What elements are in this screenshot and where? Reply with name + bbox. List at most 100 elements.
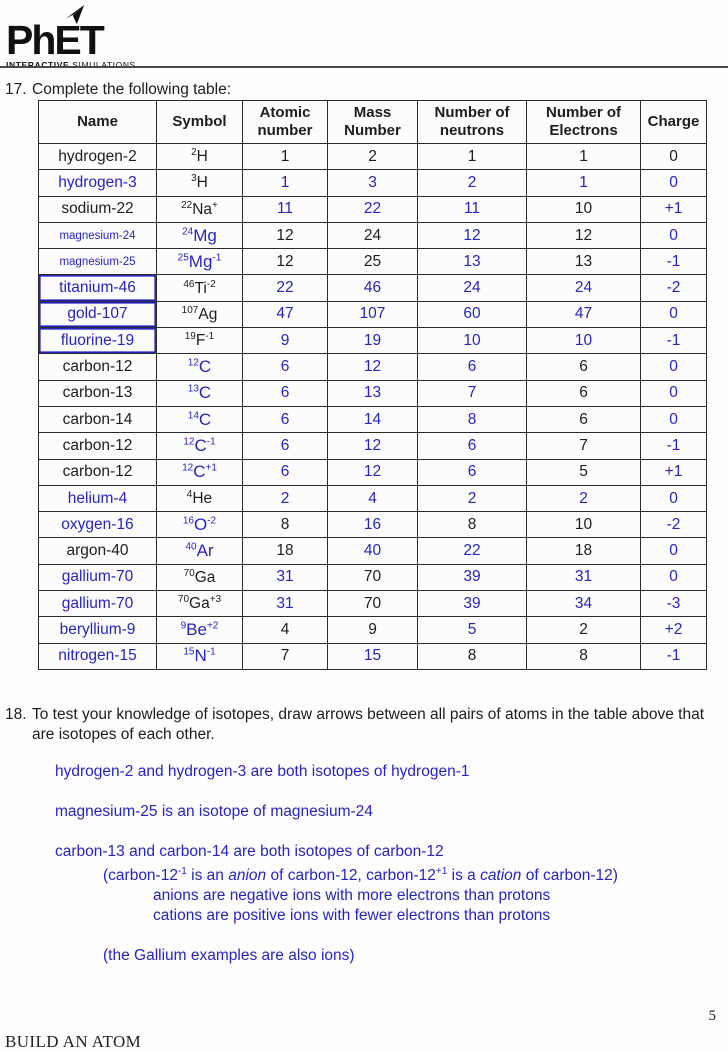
phet-brand-text: PhET [6, 17, 105, 63]
cell-electrons: 6 [526, 379, 641, 407]
cell-mass-number: 24 [327, 221, 418, 250]
cell-symbol: 4He [156, 484, 243, 513]
cell-electrons: 7 [526, 432, 641, 460]
cell-symbol: 40Ar [156, 537, 243, 565]
answer-line: hydrogen-2 and hydrogen-3 are both isoto… [55, 763, 470, 780]
table-row: argon-40 40Ar 18 40 22 18 0 [38, 537, 707, 565]
cell-neutrons: 12 [417, 221, 527, 250]
table-row: beryllium-9 9Be+2 4 9 5 2 +2 [38, 616, 707, 644]
cell-symbol: 12C-1 [156, 432, 243, 460]
cell-charge: -2 [640, 511, 707, 539]
cell-name: carbon-12 [38, 353, 157, 381]
cell-mass-number: 12 [327, 458, 418, 486]
cell-charge: -1 [640, 432, 707, 460]
cell-neutrons: 8 [417, 511, 527, 539]
cell-electrons: 31 [526, 563, 641, 592]
column-header: Number of Electrons [526, 100, 641, 144]
cell-atomic-number: 6 [242, 379, 328, 407]
cell-neutrons: 2 [417, 169, 527, 197]
table-row: gallium-70 70Ga 31 70 39 31 0 [38, 563, 707, 592]
answer-line: magnesium-25 is an isotope of magnesium-… [55, 803, 373, 820]
cell-neutrons: 13 [417, 248, 527, 276]
cell-atomic-number: 6 [242, 458, 328, 486]
cell-electrons: 6 [526, 405, 641, 434]
cell-atomic-number: 9 [242, 327, 328, 355]
cell-symbol: 12C+1 [156, 458, 243, 486]
cell-mass-number: 46 [327, 274, 418, 302]
table-row: helium-4 4He 2 4 2 2 0 [38, 484, 707, 513]
page-number: 5 [708, 1008, 717, 1024]
cell-symbol: 3H [156, 169, 243, 197]
cell-atomic-number: 22 [242, 274, 328, 302]
cell-name: helium-4 [38, 484, 157, 513]
cell-name: carbon-12 [38, 458, 157, 486]
cell-charge: 0 [640, 563, 707, 592]
cell-electrons: 8 [526, 642, 641, 670]
isotope-table: Name Symbol Atomic number Mass Number Number… [38, 100, 707, 670]
cell-electrons: 12 [526, 221, 641, 250]
cell-charge: -1 [640, 327, 707, 355]
cell-symbol: 25Mg-1 [156, 248, 243, 276]
cell-neutrons: 6 [417, 432, 527, 460]
answer-line: anions are negative ions with more elect… [153, 887, 551, 905]
cell-symbol: 14C [156, 405, 243, 434]
cell-charge: 0 [640, 142, 707, 171]
table-row: carbon-13 13C 6 13 7 6 0 [38, 379, 707, 407]
table-row: magnesium-24 24Mg 12 24 12 12 0 [38, 221, 707, 250]
cell-symbol: 70Ga+3 [156, 590, 243, 618]
cell-symbol: 15N-1 [156, 642, 243, 670]
cell-name: fluorine-19 [38, 327, 157, 355]
column-header: Name [38, 100, 157, 144]
cell-mass-number: 15 [327, 642, 418, 670]
cell-neutrons: 8 [417, 405, 527, 434]
cell-name: sodium-22 [38, 195, 157, 223]
table-row: carbon-12 12C+1 6 12 6 5 +1 [38, 458, 707, 486]
phet-tagline: INTERACTIVE SIMULATIONS [6, 60, 136, 70]
cell-neutrons: 60 [417, 300, 527, 329]
cell-atomic-number: 6 [242, 432, 328, 460]
cell-symbol: 12C [156, 353, 243, 381]
cell-atomic-number: 31 [242, 563, 328, 592]
cell-electrons: 13 [526, 248, 641, 276]
document-title: BUILD AN ATOM [5, 1032, 142, 1051]
cell-neutrons: 1 [417, 142, 527, 171]
cell-electrons: 1 [526, 169, 641, 197]
cell-charge: +2 [640, 616, 707, 644]
cell-charge: 0 [640, 405, 707, 434]
table-row: titanium-46 46Ti-2 22 46 24 24 -2 [38, 274, 707, 302]
cell-name: hydrogen-2 [38, 142, 157, 171]
table-row: gallium-70 70Ga+3 31 70 39 34 -3 [38, 590, 707, 618]
cell-atomic-number: 4 [242, 616, 328, 644]
cell-electrons: 10 [526, 327, 641, 355]
cell-electrons: 24 [526, 274, 641, 302]
cell-name: hydrogen-3 [38, 169, 157, 197]
cell-symbol: 2H [156, 142, 243, 171]
cell-charge: 0 [640, 353, 707, 381]
cell-neutrons: 22 [417, 537, 527, 565]
cell-mass-number: 12 [327, 432, 418, 460]
isotope-table-body: hydrogen-2 2H 1 2 1 1 0 hydrogen-3 3H 1 3 2 1 0 sodium… [38, 142, 707, 670]
header-divider [0, 66, 728, 68]
cell-name: carbon-12 [38, 432, 157, 460]
table-row: hydrogen-3 3H 1 3 2 1 0 [38, 169, 707, 197]
cell-symbol: 13C [156, 379, 243, 407]
cell-atomic-number: 12 [242, 248, 328, 276]
cell-neutrons: 39 [417, 590, 527, 618]
cell-electrons: 2 [526, 484, 641, 513]
answer-line: cations are positive ions with fewer ele… [153, 907, 551, 925]
cell-mass-number: 12 [327, 353, 418, 381]
cell-neutrons: 2 [417, 484, 527, 513]
cell-symbol: 19F-1 [156, 327, 243, 355]
cell-symbol: 107Ag [156, 300, 243, 329]
cell-mass-number: 3 [327, 169, 418, 197]
cell-mass-number: 25 [327, 248, 418, 276]
question-17-prompt: Complete the following table: [32, 81, 232, 98]
cell-mass-number: 22 [327, 195, 418, 223]
cell-charge: 0 [640, 537, 707, 565]
cell-mass-number: 107 [327, 300, 418, 329]
cell-name: argon-40 [38, 537, 157, 565]
cell-symbol: 70Ga [156, 563, 243, 592]
table-row: fluorine-19 19F-1 9 19 10 10 -1 [38, 327, 707, 355]
table-row: sodium-22 22Na+ 11 22 11 10 +1 [38, 195, 707, 223]
cell-mass-number: 2 [327, 142, 418, 171]
